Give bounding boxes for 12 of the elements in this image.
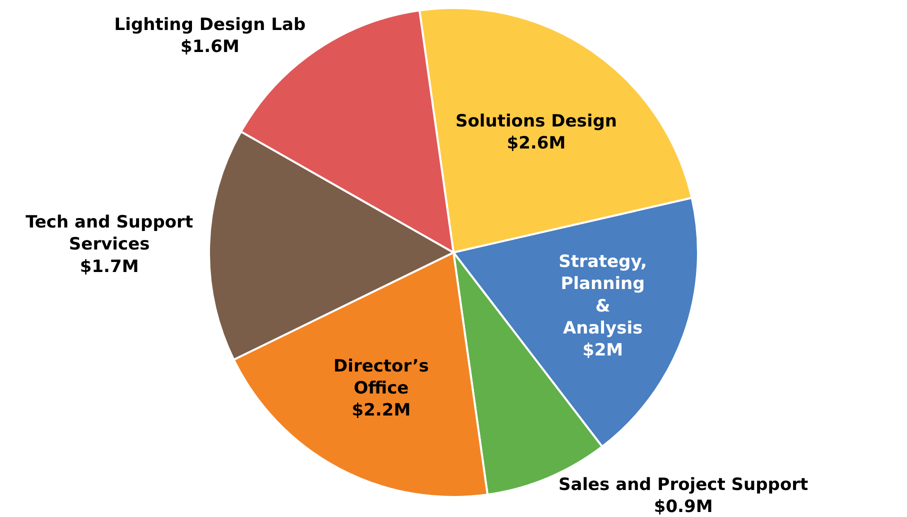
slice-label: Tech and Support Services	[26, 212, 194, 255]
data-label: $0.9M	[654, 496, 713, 517]
slice-label: Strategy, Planning & Analysis	[558, 252, 647, 338]
data-label: $2.2M	[352, 400, 411, 421]
data-label: $2M	[582, 340, 624, 361]
slice-label: Solutions Design	[455, 111, 617, 132]
slice-label: Director’s Office	[333, 356, 429, 398]
slice-label: Sales and Project Support	[558, 474, 808, 495]
slice-label: Lighting Design Lab	[114, 14, 306, 35]
data-label: $2.6M	[506, 133, 566, 154]
data-label: $1.7M	[80, 256, 139, 277]
data-label: $1.6M	[180, 36, 240, 57]
